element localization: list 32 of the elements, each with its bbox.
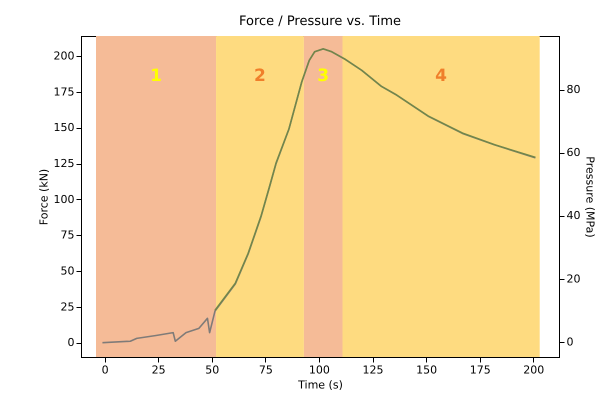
band-label: 1 — [150, 66, 162, 86]
band-label: 4 — [435, 66, 448, 86]
band-label: 2 — [254, 66, 266, 86]
x-tick-label: 150 — [416, 364, 438, 376]
x-tick-label: 200 — [523, 364, 544, 376]
chart-title: Force / Pressure vs. Time — [238, 14, 402, 29]
x-tick-label: 75 — [258, 364, 273, 376]
y-tick-label: 200 — [54, 50, 74, 63]
y-axis-title: Force (kN) — [38, 168, 51, 226]
y2-axis-title: Pressure (MPa) — [583, 156, 596, 238]
y2-tick-label: 60 — [566, 146, 580, 160]
x-tick-label: 175 — [470, 364, 491, 376]
y-tick-label: 175 — [54, 85, 74, 98]
x-tick-label: 125 — [362, 364, 384, 376]
y2-tick-label: 40 — [566, 209, 580, 222]
y-tick-label: 0 — [68, 336, 74, 350]
y2-tick-label: 80 — [566, 83, 580, 96]
y-tick-label: 100 — [54, 192, 74, 206]
x-tick-label: 0 — [102, 364, 109, 376]
y-tick-label: 50 — [60, 264, 74, 278]
y-tick-label: 150 — [54, 121, 74, 134]
line-series — [214, 48, 536, 312]
band-label: 3 — [317, 66, 330, 86]
y-tick-label: 125 — [54, 157, 74, 170]
x-axis-title: Time (s) — [297, 378, 343, 392]
y-tick-label: 75 — [60, 228, 74, 242]
x-tick-label: 100 — [308, 364, 330, 376]
x-tick-label: 25 — [152, 364, 166, 376]
y2-tick-label: 0 — [566, 335, 574, 348]
x-tick-label: 50 — [205, 364, 220, 376]
y2-tick-label: 20 — [566, 272, 580, 286]
y-tick-label: 25 — [60, 300, 74, 314]
